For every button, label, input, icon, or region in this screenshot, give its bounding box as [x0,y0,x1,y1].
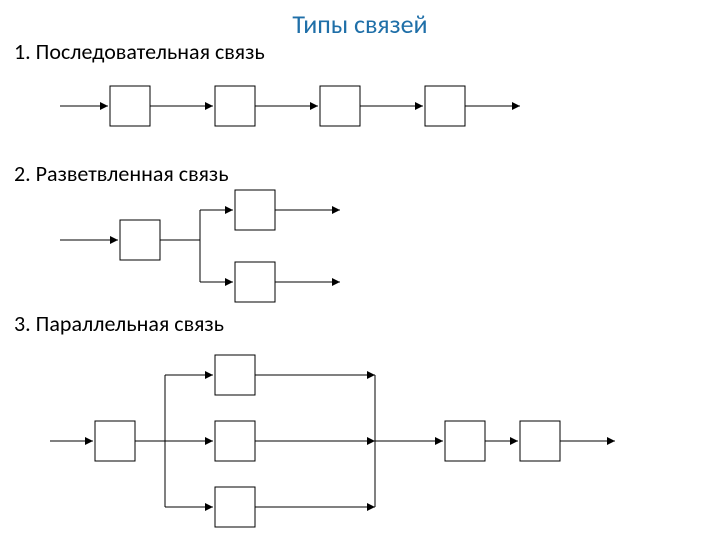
page: Типы связей 1. Последовательная связь 2.… [0,0,720,540]
diagrams-svg [0,0,720,540]
